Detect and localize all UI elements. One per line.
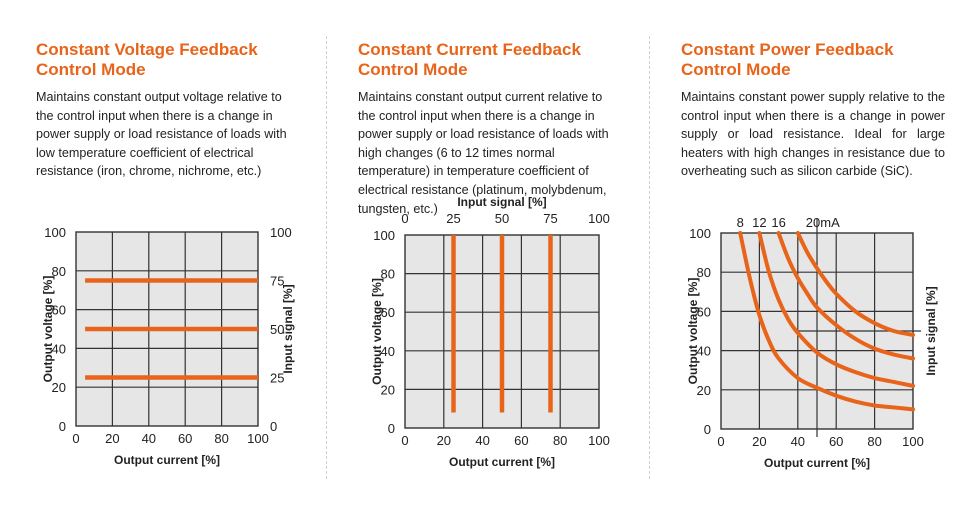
y-tick-label: 60 (52, 303, 66, 318)
x-tick-label: 0 (717, 434, 724, 449)
y-tick-label: 20 (697, 383, 711, 398)
y2-tick-label: 25 (270, 371, 284, 386)
constant-voltage-chart: 0 20 40 60 80 1000204060801000255075100Output… (41, 225, 295, 467)
y2-tick-label: 100 (270, 225, 292, 240)
y-tick-label: 80 (52, 264, 66, 279)
x2-tick-label: 100 (588, 211, 610, 226)
constant-current-chart: 0 20 40 60 80 100 0 20 40 60 80 100 0 25 50 75 100 Input … (370, 195, 610, 469)
y2-axis-label: Input signal [%] (281, 284, 295, 373)
x-tick-label: 40 (791, 434, 805, 449)
x-tick-label: 0 (401, 433, 408, 448)
x-tick-label: 80 (553, 433, 567, 448)
x-tick-label: 0 (72, 431, 79, 446)
curve-label: 12 (752, 215, 766, 230)
x-tick-label: 60 (178, 431, 192, 446)
panel-description: Maintains constant output voltage relati… (36, 90, 287, 179)
y-tick-label: 40 (381, 344, 395, 359)
series-curve (738, 231, 915, 412)
y-tick-label: 20 (52, 380, 66, 395)
x-tick-label: 100 (588, 433, 610, 448)
constant-power-chart: 0 20 40 60 80 100 0 20 40 60 80 100 Output current [… (686, 215, 938, 470)
panel-constant-power: Constant Power Feedback Control Mode Mai… (681, 0, 971, 519)
y2-tick-label: 75 (270, 274, 284, 289)
x-tick-label: 20 (105, 431, 119, 446)
panel-description: Maintains constant output current relati… (358, 90, 609, 216)
x-axis-label: Output current [%] (114, 453, 220, 467)
y-axis-label: Output voltage [%] (370, 278, 384, 385)
x2-tick-label: 25 (446, 211, 460, 226)
panel-constant-voltage: Constant Voltage Feedback Control Mode M… (36, 0, 326, 519)
x-tick-label: 60 (514, 433, 528, 448)
column-divider-2 (649, 36, 650, 479)
y-tick-label: 40 (52, 341, 66, 356)
x-tick-label: 80 (214, 431, 228, 446)
y2-tick-label: 0 (270, 419, 277, 434)
panel-title: Constant Voltage Feedback Control Mode (36, 40, 258, 79)
x-axis-label: Output current [%] (764, 456, 870, 470)
x-tick-label: 60 (829, 434, 843, 449)
y-tick-label: 80 (697, 265, 711, 280)
series-curve (795, 231, 915, 337)
x2-tick-label: 50 (495, 211, 509, 226)
y-tick-label: 60 (697, 304, 711, 319)
y-tick-label: 100 (373, 228, 395, 243)
y-tick-label: 100 (689, 226, 711, 241)
y-tick-label: 100 (44, 225, 66, 240)
panel-description: Maintains constant power supply relative… (681, 90, 945, 179)
curve-label: 8 (737, 215, 744, 230)
x-tick-label: 100 (247, 431, 269, 446)
x-tick-label: 40 (475, 433, 489, 448)
panel-title: Constant Current Feedback Control Mode (358, 40, 581, 79)
x-tick-label: 40 (142, 431, 156, 446)
x-tick-label: 80 (867, 434, 881, 449)
curve-label: 16 (771, 215, 785, 230)
y-tick-label: 80 (381, 267, 395, 282)
y-axis-label: Output voltage [%] (41, 276, 55, 383)
y-tick-label: 20 (381, 382, 395, 397)
x2-axis-label: Input signal [%] (457, 195, 546, 209)
x2-tick-label: 75 (543, 211, 557, 226)
x-tick-label: 20 (437, 433, 451, 448)
y2-tick-label: 50 (270, 322, 284, 337)
x-axis-label: Output current [%] (449, 455, 555, 469)
y-tick-label: 40 (697, 344, 711, 359)
y-tick-label: 0 (388, 421, 395, 436)
series-curve (757, 231, 915, 388)
y-tick-label: 0 (704, 422, 711, 437)
x-tick-label: 100 (902, 434, 924, 449)
y-tick-label: 0 (59, 419, 66, 434)
y-tick-label: 60 (381, 305, 395, 320)
panel-title: Constant Power Feedback Control Mode (681, 40, 894, 79)
panel-constant-current: Constant Current Feedback Control Mode M… (358, 0, 648, 519)
y2-axis-label: Input signal [%] (924, 286, 938, 375)
x2-tick-label: 0 (401, 211, 408, 226)
column-divider-1 (326, 36, 327, 479)
x-tick-label: 20 (752, 434, 766, 449)
curve-label: 20mA (806, 215, 840, 230)
series-curve (776, 231, 915, 361)
y-axis-label: Output voltage [%] (686, 278, 700, 385)
